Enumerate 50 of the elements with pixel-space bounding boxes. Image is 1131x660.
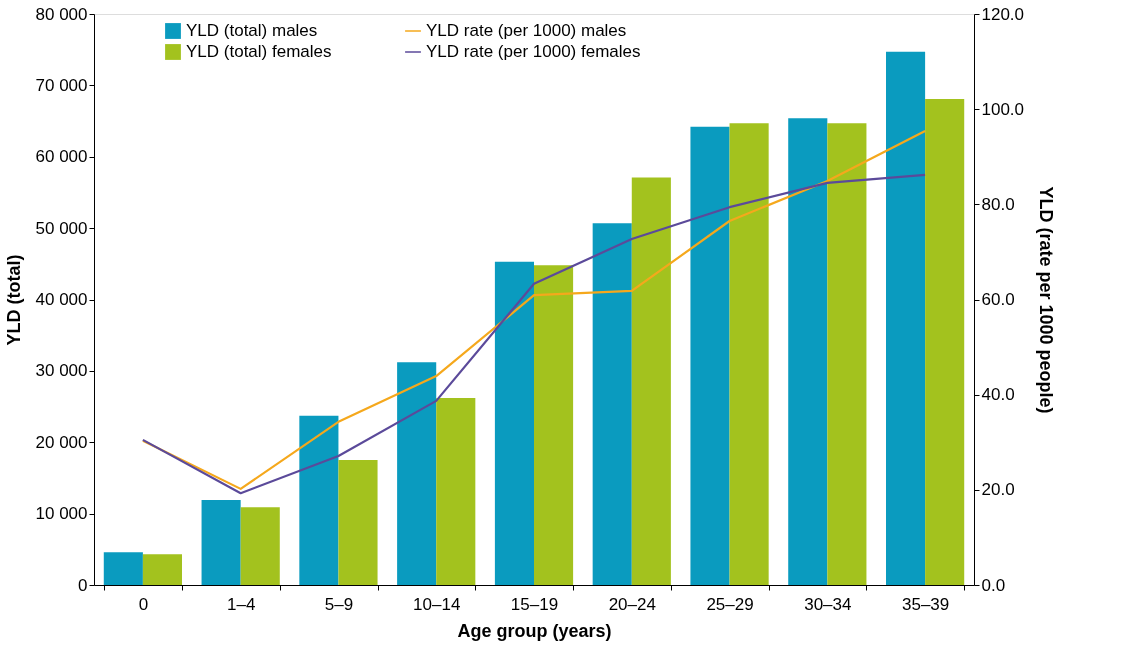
y2-tick-label: 80.0 — [981, 194, 1015, 214]
bar — [592, 223, 632, 585]
x-axis-title: Age group (years) — [457, 620, 612, 641]
y2-tick-label: 0.0 — [981, 575, 1006, 595]
bar — [494, 261, 534, 585]
y2-tick-label: 120.0 — [981, 4, 1025, 24]
bar — [142, 554, 182, 585]
y-tick-label: 50 000 — [35, 218, 88, 238]
y-tick-label: 80 000 — [35, 4, 88, 24]
y-tick-label: 20 000 — [35, 432, 88, 452]
y2-axis-title: YLD (rate per 1000 people) — [1036, 186, 1057, 414]
y-tick-label: 0 — [78, 575, 88, 595]
bar — [827, 123, 867, 585]
bar — [436, 398, 476, 585]
x-tick-label: 1–4 — [226, 594, 256, 614]
bar — [631, 177, 671, 585]
bar — [729, 123, 769, 585]
bar — [925, 98, 965, 585]
x-tick-label: 30–34 — [804, 594, 852, 614]
y2-tick-label: 40.0 — [981, 385, 1015, 405]
bar — [886, 51, 926, 585]
y2-tick-label: 100.0 — [981, 99, 1025, 119]
y-tick-label: 70 000 — [35, 75, 88, 95]
y2-tick-label: 60.0 — [981, 290, 1015, 309]
x-tick-label: 35–39 — [901, 594, 950, 614]
x-tick-label: 0 — [138, 594, 149, 614]
legend-label: YLD rate (per 1000) males — [426, 21, 627, 40]
x-tick-label: 15–19 — [510, 594, 559, 614]
bar — [103, 552, 143, 585]
bar — [299, 415, 339, 585]
y-tick-label: 30 000 — [35, 361, 88, 381]
x-tick-label: 20–24 — [608, 594, 656, 614]
y-tick-label: 40 000 — [35, 290, 88, 309]
legend-label: YLD (total) females — [186, 42, 332, 61]
y-axis-title: YLD (total) — [3, 254, 24, 346]
x-tick-label: 10–14 — [413, 594, 461, 614]
bar — [201, 500, 241, 585]
bar — [240, 507, 280, 585]
bar — [338, 460, 378, 585]
bar — [397, 362, 437, 585]
bar — [788, 118, 828, 585]
y-tick-label: 10 000 — [35, 504, 88, 524]
y2-tick-label: 20.0 — [981, 480, 1015, 500]
y-tick-label: 60 000 — [35, 147, 88, 167]
x-tick-label: 5–9 — [324, 594, 354, 614]
bar — [534, 265, 574, 585]
legend-label: YLD (total) males — [186, 21, 318, 40]
bar — [690, 126, 730, 585]
x-tick-label: 25–29 — [706, 594, 754, 614]
legend-label: YLD rate (per 1000) females — [426, 42, 641, 61]
